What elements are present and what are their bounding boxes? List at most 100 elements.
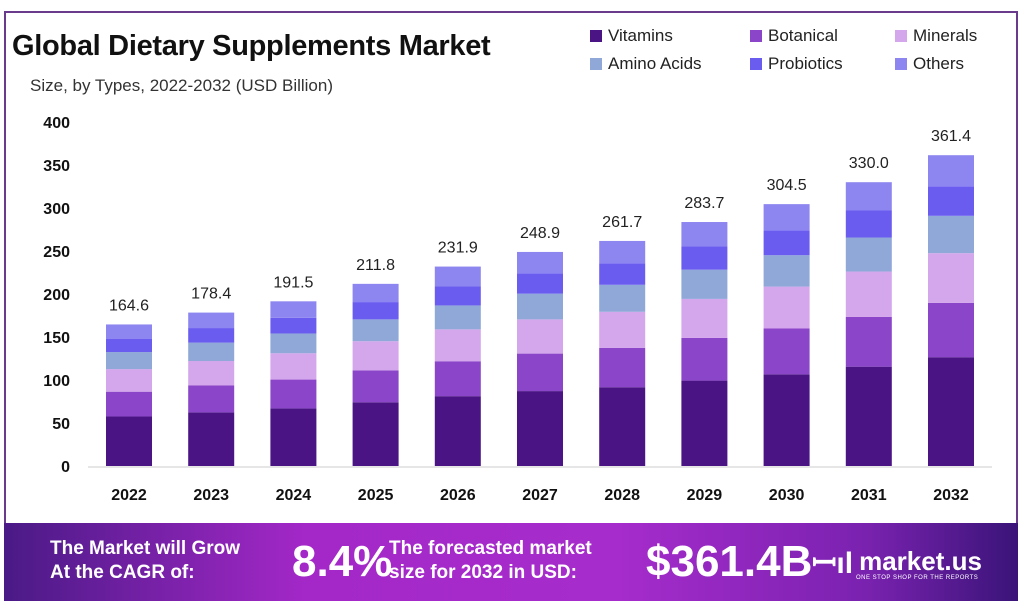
x-tick-label: 2032	[933, 487, 969, 504]
forecast-label: The forecasted market size for 2032 in US…	[389, 537, 592, 585]
legend-item: Probiotics	[750, 54, 895, 74]
bar-segment-minerals	[434, 329, 481, 362]
bar-segment-vitamins	[106, 416, 152, 466]
bar-segment-vitamins	[352, 402, 399, 466]
brand-logo-icon: ꟷıl	[812, 547, 854, 580]
legend-label: Amino Acids	[608, 54, 702, 73]
bar-segment-vitamins	[599, 387, 646, 466]
brand-tagline: ONE STOP SHOP FOR THE REPORTS	[856, 575, 979, 581]
legend-swatch	[895, 30, 907, 42]
legend-swatch	[750, 58, 762, 70]
bar-segment-others	[681, 222, 728, 247]
bar-segment-amino-acids	[188, 342, 235, 361]
x-tick-label: 2022	[111, 487, 147, 504]
bar-segment-amino-acids	[599, 284, 646, 312]
bar-segment-vitamins	[681, 380, 728, 466]
chart-frame	[4, 11, 1018, 523]
bar-segment-others	[188, 312, 235, 329]
bar-segment-probiotics	[845, 210, 892, 238]
bar-segment-minerals	[106, 369, 152, 392]
y-tick-label: 200	[43, 287, 70, 304]
bar-segment-others	[106, 324, 152, 339]
bar-total-label: 261.7	[602, 214, 642, 231]
x-tick-label: 2028	[604, 487, 640, 504]
legend-swatch	[895, 58, 907, 70]
bar-segment-minerals	[188, 360, 235, 386]
cagr-label-line2: At the CAGR of:	[50, 562, 195, 583]
bar-segment-botanical	[270, 379, 317, 409]
bar-total-label: 330.0	[849, 155, 889, 172]
x-tick-label: 2027	[522, 487, 558, 504]
y-tick-label: 250	[43, 244, 70, 261]
bar-segment-minerals	[681, 298, 728, 338]
bar-segment-others	[928, 155, 974, 187]
bar-segment-probiotics	[517, 273, 563, 294]
bar-segment-vitamins	[188, 412, 235, 466]
cagr-label: The Market will Grow At the CAGR of:	[50, 537, 240, 585]
cagr-value: 8.4%	[292, 537, 393, 586]
forecast-value: $361.4B	[646, 537, 813, 586]
forecast-label-line1: The forecasted market	[389, 538, 592, 559]
legend-item: Botanical	[750, 26, 895, 46]
bar-segment-others	[352, 283, 399, 303]
y-tick-label: 50	[52, 416, 70, 433]
y-tick-label: 400	[43, 115, 70, 132]
bar-segment-others	[517, 251, 563, 274]
bar-segment-others	[599, 240, 646, 264]
bar-segment-amino-acids	[517, 293, 563, 320]
bar-segment-others	[434, 266, 481, 287]
x-tick-label: 2025	[358, 487, 394, 504]
brand-name: market.us	[859, 546, 982, 576]
bar-total-label: 178.4	[191, 286, 231, 303]
y-tick-label: 300	[43, 201, 70, 218]
bar-total-label: 248.9	[520, 225, 560, 242]
bar-segment-amino-acids	[434, 305, 481, 330]
footer-banner: The Market will Grow At the CAGR of: 8.4%…	[4, 523, 1018, 601]
bar-segment-botanical	[928, 302, 974, 358]
y-tick-label: 350	[43, 158, 70, 175]
bar-segment-botanical	[352, 370, 399, 403]
bar-segment-probiotics	[106, 338, 152, 353]
x-tick-label: 2031	[851, 487, 887, 504]
legend: Vitamins Botanical Minerals Amino Acids Prob…	[590, 26, 1010, 74]
forecast-label-line2: size for 2032 in USD:	[389, 562, 577, 583]
x-tick-label: 2026	[440, 487, 476, 504]
cagr-label-line1: The Market will Grow	[50, 538, 241, 559]
bar-segment-amino-acids	[763, 255, 810, 287]
bar-segment-minerals	[270, 353, 317, 380]
bar-total-label: 191.5	[273, 274, 313, 291]
legend-swatch	[590, 58, 602, 70]
y-tick-label: 100	[43, 373, 70, 390]
stacked-bar-chart: 0 50 100 150 200 250 300 350 400 164.6 2022 178.4 20…	[43, 115, 992, 504]
legend-swatch	[750, 30, 762, 42]
bar-segment-botanical	[188, 385, 235, 413]
bar-total-label: 231.9	[438, 240, 478, 257]
x-tick-label: 2029	[687, 487, 723, 504]
x-tick-label: 2030	[769, 487, 805, 504]
legend-label: Botanical	[768, 26, 838, 45]
legend-item: Vitamins	[590, 26, 750, 46]
legend-label: Others	[913, 54, 965, 73]
bar-segment-botanical	[681, 337, 728, 381]
bar-segment-botanical	[763, 328, 810, 375]
bar-segment-amino-acids	[681, 269, 728, 299]
x-tick-label: 2023	[193, 487, 229, 504]
bar-total-label: 361.4	[931, 128, 971, 145]
bar-segment-vitamins	[763, 374, 810, 466]
bar-total-label: 283.7	[684, 195, 724, 212]
bar-segment-probiotics	[188, 328, 235, 343]
bar-segment-vitamins	[434, 396, 481, 466]
bar-segment-minerals	[352, 341, 399, 371]
bar-total-label: 304.5	[767, 177, 807, 194]
bar-segment-amino-acids	[845, 237, 892, 272]
y-tick-label: 150	[43, 330, 70, 347]
chart-title: Global Dietary Supplements Market	[12, 30, 491, 62]
x-tick-label: 2024	[276, 487, 312, 504]
legend-swatch	[590, 30, 602, 42]
chart-subtitle: Size, by Types, 2022-2032 (USD Billion)	[30, 76, 334, 95]
legend-item: Minerals	[895, 26, 1015, 46]
bar-segment-amino-acids	[106, 352, 152, 370]
bar-segment-botanical	[106, 391, 152, 417]
bar-segment-minerals	[845, 271, 892, 317]
bar-segment-vitamins	[270, 408, 317, 466]
